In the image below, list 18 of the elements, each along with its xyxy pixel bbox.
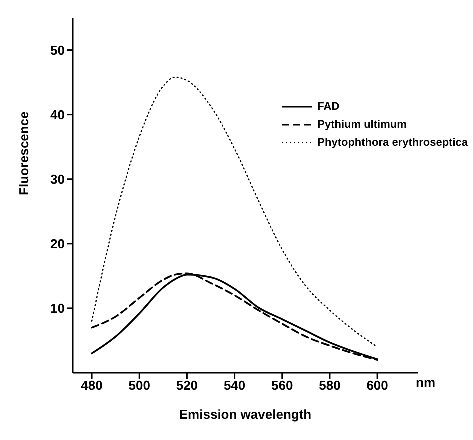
y-tick-label: 20: [50, 236, 65, 252]
text: nm: [416, 375, 436, 390]
legend-label: Phytophthora erythroseptica: [318, 137, 468, 149]
x-tick-label: 600: [366, 378, 388, 394]
x-tick-label: 560: [272, 378, 294, 394]
legend-label: FAD: [318, 101, 340, 113]
x-tick-label: 540: [224, 378, 246, 394]
y-tick-label: 30: [50, 172, 65, 187]
x-tick-label: 480: [81, 378, 103, 394]
x-axis-title: Emission wavelength: [179, 407, 312, 422]
y-tick-label: 40: [50, 107, 65, 122]
y-axis-title: Fluorescence: [16, 112, 32, 196]
y-tick-label: 50: [50, 42, 65, 58]
x-tick-label: 520: [176, 378, 198, 394]
y-tick-label: 10: [50, 301, 65, 316]
x-tick-label: 500: [128, 378, 150, 394]
legend-label: Pythium ultimum: [318, 119, 407, 131]
x-tick-label: 580: [319, 378, 341, 394]
